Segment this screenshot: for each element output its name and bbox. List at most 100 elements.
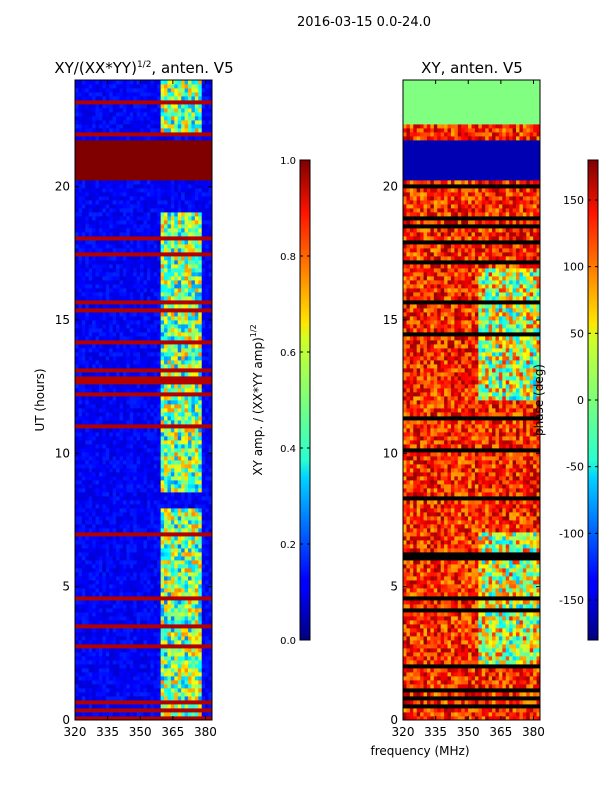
amplitude-cell xyxy=(112,244,117,249)
amplitude-cell xyxy=(164,448,168,453)
amplitude-cell xyxy=(208,716,212,720)
amplitude-cell xyxy=(119,680,124,685)
amplitude-cell xyxy=(205,288,209,293)
amplitude-cell xyxy=(136,512,141,517)
amplitude-cell xyxy=(205,656,209,661)
amplitude-cell xyxy=(119,444,124,449)
amplitude-cell xyxy=(126,352,131,357)
amplitude-cell xyxy=(177,524,182,529)
amplitude-cell xyxy=(78,272,83,277)
amplitude-cell xyxy=(177,588,182,593)
amplitude-cell xyxy=(194,428,199,433)
amplitude-cell xyxy=(122,576,127,581)
amplitude-cell xyxy=(105,708,110,713)
amplitude-cell xyxy=(129,440,134,445)
amplitude-cell xyxy=(95,292,100,297)
amplitude-cell xyxy=(88,632,93,637)
amplitude-cell xyxy=(78,692,83,697)
amplitude-cell xyxy=(75,460,79,465)
amplitude-cell xyxy=(205,244,209,249)
amplitude-cell xyxy=(184,648,189,653)
amplitude-cell xyxy=(81,324,86,329)
amplitude-cell xyxy=(140,520,144,525)
amplitude-cell xyxy=(201,556,206,561)
amplitude-cell xyxy=(184,688,189,693)
amplitude-cell xyxy=(146,688,151,693)
amplitude-cell xyxy=(160,576,165,581)
amplitude-cell xyxy=(167,632,172,637)
amplitude-cell xyxy=(105,496,110,501)
amplitude-cell xyxy=(119,404,124,409)
amplitude-cell xyxy=(133,220,138,225)
amplitude-cell xyxy=(140,348,144,353)
amplitude-cell xyxy=(191,524,196,529)
amplitude-cell xyxy=(188,268,192,273)
amplitude-cell xyxy=(150,532,155,537)
amplitude-cell xyxy=(116,244,120,249)
amplitude-cell xyxy=(78,292,83,297)
amplitude-cell xyxy=(98,580,103,585)
amplitude-cell xyxy=(133,584,138,589)
amplitude-cell xyxy=(116,696,120,701)
amplitude-cell xyxy=(92,480,96,485)
amplitude-cell xyxy=(153,712,158,717)
amplitude-cell xyxy=(146,308,151,313)
amplitude-cell xyxy=(201,616,206,621)
amplitude-cell xyxy=(198,444,203,449)
amplitude-cell xyxy=(136,420,141,425)
amplitude-cell xyxy=(129,256,134,261)
amplitude-cell xyxy=(85,404,90,409)
amplitude-cell xyxy=(194,488,199,493)
amplitude-cell xyxy=(150,712,155,717)
amplitude-cell xyxy=(102,608,107,613)
amplitude-cell xyxy=(105,340,110,345)
amplitude-cell xyxy=(150,656,155,661)
amplitude-cell xyxy=(78,628,83,633)
amplitude-cell xyxy=(164,496,168,501)
amplitude-cell xyxy=(81,448,86,453)
amplitude-cell xyxy=(105,272,110,277)
amplitude-cell xyxy=(170,560,175,565)
amplitude-cell xyxy=(177,544,182,549)
amplitude-cell xyxy=(167,432,172,437)
amplitude-cell xyxy=(170,372,175,377)
amplitude-cell xyxy=(92,588,96,593)
amplitude-cell xyxy=(122,464,127,469)
amplitude-cell xyxy=(88,268,93,273)
amplitude-cell xyxy=(81,532,86,537)
amplitude-cell xyxy=(208,404,212,409)
amplitude-cell xyxy=(75,440,79,445)
amplitude-cell xyxy=(81,672,86,677)
amplitude-cell xyxy=(157,460,162,465)
amplitude-cell xyxy=(102,284,107,289)
amplitude-cell xyxy=(174,428,179,433)
amplitude-cell xyxy=(143,272,148,277)
amplitude-cell xyxy=(170,284,175,289)
amplitude-cell xyxy=(133,688,138,693)
amplitude-cell xyxy=(136,300,141,305)
amplitude-cell xyxy=(112,440,117,445)
amplitude-cell xyxy=(157,236,162,241)
amplitude-cell xyxy=(98,356,103,361)
amplitude-cell xyxy=(88,628,93,633)
amplitude-cell xyxy=(150,544,155,549)
amplitude-cell xyxy=(105,268,110,273)
amplitude-cell xyxy=(112,520,117,525)
amplitude-cell xyxy=(181,348,185,353)
amplitude-cell xyxy=(105,520,110,525)
amplitude-cell xyxy=(177,488,182,493)
amplitude-cell xyxy=(122,256,127,261)
amplitude-cell xyxy=(136,412,141,417)
amplitude-cell xyxy=(198,512,203,517)
amplitude-cell xyxy=(78,664,83,669)
amplitude-cell xyxy=(146,696,151,701)
amplitude-cell xyxy=(116,532,120,537)
amplitude-cell xyxy=(198,364,203,369)
amplitude-cell xyxy=(85,656,90,661)
amplitude-cell xyxy=(126,488,131,493)
amplitude-cell xyxy=(78,296,83,301)
amplitude-cell xyxy=(150,516,155,521)
amplitude-cell xyxy=(157,248,162,253)
amplitude-cell xyxy=(102,500,107,505)
amplitude-cell xyxy=(102,268,107,273)
